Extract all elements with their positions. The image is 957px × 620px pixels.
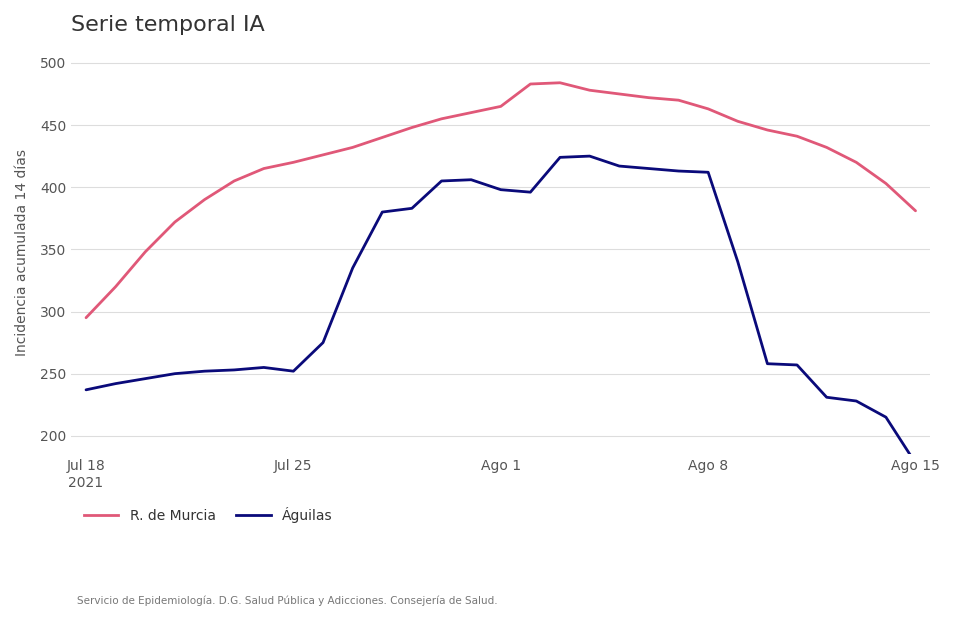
Y-axis label: Incidencia acumulada 14 días: Incidencia acumulada 14 días: [15, 149, 29, 356]
Legend: R. de Murcia, Águilas: R. de Murcia, Águilas: [78, 501, 339, 528]
Text: Servicio de Epidemiología. D.G. Salud Pública y Adicciones. Consejería de Salud.: Servicio de Epidemiología. D.G. Salud Pú…: [77, 596, 498, 606]
Text: Serie temporal IA: Serie temporal IA: [71, 15, 265, 35]
